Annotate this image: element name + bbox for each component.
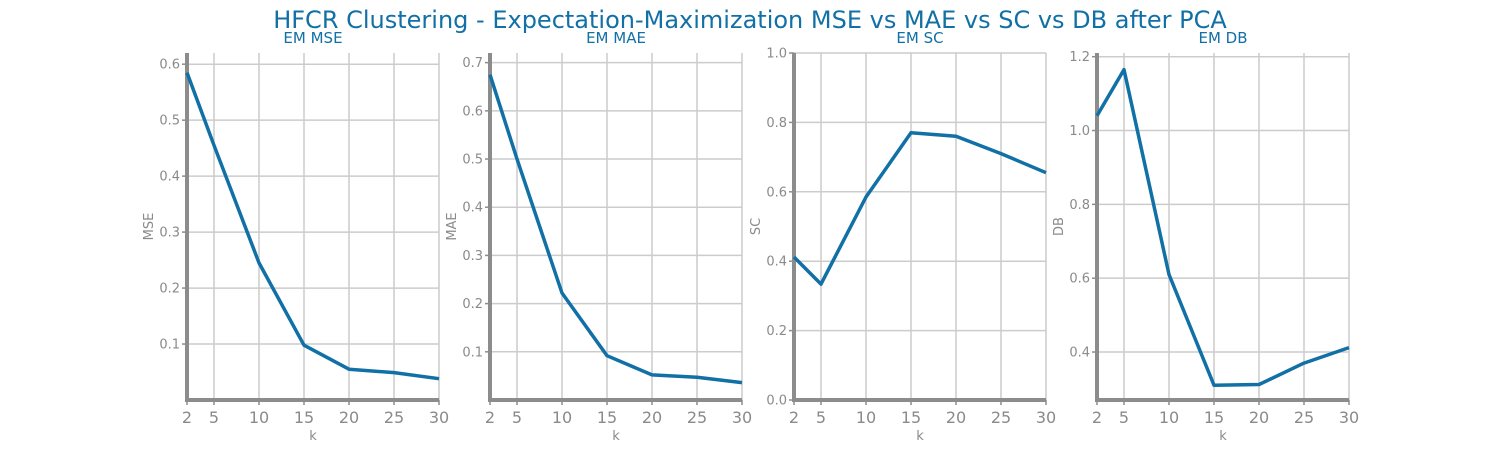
y-tick-label: 0.1 (159, 338, 180, 353)
y-tick-label: 0.6 (766, 185, 787, 200)
x-tick-label: 10 (1159, 408, 1179, 427)
y-tick-label: 0.2 (462, 297, 483, 312)
figure-title: HFCR Clustering - Expectation-Maximizati… (273, 6, 1227, 34)
x-tick-label: 25 (687, 408, 707, 427)
y-tick-label: 0.5 (159, 114, 180, 129)
x-tick-label: 15 (1204, 408, 1224, 427)
x-tick-label: 30 (1339, 408, 1359, 427)
chart-panel-sc: 0.0 0.2 0.4 0.6 0.8 1.0 2 5 10 15 20 25 30 EM SC k SC (749, 29, 1056, 444)
x-tick-label: 20 (1249, 408, 1269, 427)
y-tick-label: 0.7 (462, 56, 483, 71)
series-line-mse (185, 71, 440, 381)
panel-title: EM MAE (586, 29, 646, 47)
y-tick-label: 0.4 (159, 170, 180, 185)
x-tick-label: 10 (552, 408, 572, 427)
y-tick-label: 0.2 (766, 324, 787, 339)
series-line-db (1095, 67, 1350, 387)
x-tick-label: 30 (1036, 408, 1056, 427)
y-tick-label: 0.8 (1069, 198, 1090, 213)
y-tick-label: 0.3 (159, 226, 180, 241)
x-tick-label: 2 (1092, 408, 1102, 427)
x-tick-label: 20 (339, 408, 359, 427)
x-tick-label: 30 (429, 408, 449, 427)
y-tick-label: 1.0 (766, 47, 787, 62)
y-tick-label: 0.1 (462, 345, 483, 360)
x-axis-label: k (916, 429, 924, 444)
x-tick-label: 10 (249, 408, 269, 427)
x-tick-label: 20 (946, 408, 966, 427)
y-tick-label: 0.6 (462, 104, 483, 119)
chart-panel-db: 0.4 0.6 0.8 1.0 1.2 2 5 10 15 20 25 30 EM DB k DB (1052, 29, 1359, 444)
x-tick-label: 2 (789, 408, 799, 427)
y-tick-label: 0.8 (766, 116, 787, 131)
y-axis-label: DB (1052, 217, 1067, 236)
x-tick-label: 10 (856, 408, 876, 427)
y-axis-label: MAE (445, 212, 460, 240)
x-tick-label: 25 (384, 408, 404, 427)
x-tick-label: 15 (294, 408, 314, 427)
y-tick-label: 0.4 (462, 201, 483, 216)
chart-panel-mse: 0.1 0.2 0.3 0.4 0.5 0.6 2 5 10 15 20 25 30 EM MSE k MSE (142, 29, 449, 444)
y-tick-label: 0.2 (159, 282, 180, 297)
y-axis-label: MSE (142, 213, 157, 241)
x-tick-label: 15 (597, 408, 617, 427)
x-tick-label: 30 (732, 408, 752, 427)
y-tick-label: 0.3 (462, 249, 483, 264)
y-tick-label: 0.0 (766, 394, 787, 409)
x-axis-label: k (612, 429, 620, 444)
y-axis-label: SC (749, 218, 764, 235)
y-tick-label: 0.6 (159, 58, 180, 73)
x-tick-label: 5 (209, 408, 219, 427)
y-tick-label: 1.0 (1069, 124, 1090, 139)
series-line-sc (792, 131, 1047, 286)
x-tick-label: 20 (642, 408, 662, 427)
x-tick-label: 5 (816, 408, 826, 427)
y-tick-label: 0.5 (462, 153, 483, 168)
panel-title: EM DB (1198, 29, 1247, 47)
chart-panel-mae: 0.1 0.2 0.3 0.4 0.5 0.6 0.7 2 5 10 15 20 25 30 EM MAE k… (445, 29, 752, 444)
x-tick-label: 25 (991, 408, 1011, 427)
x-axis-label: k (1219, 429, 1227, 444)
panel-title: EM SC (896, 29, 943, 47)
panel-title: EM MSE (283, 29, 342, 47)
y-tick-label: 0.4 (766, 255, 787, 270)
x-tick-label: 25 (1294, 408, 1314, 427)
x-tick-label: 5 (512, 408, 522, 427)
x-tick-label: 15 (901, 408, 921, 427)
x-tick-label: 2 (485, 408, 495, 427)
x-tick-label: 5 (1119, 408, 1129, 427)
y-tick-label: 0.4 (1069, 346, 1090, 361)
y-tick-label: 0.6 (1069, 272, 1090, 287)
x-tick-label: 2 (182, 408, 192, 427)
x-axis-label: k (309, 429, 317, 444)
series-line-mae (488, 74, 743, 385)
y-tick-label: 1.2 (1069, 50, 1090, 65)
